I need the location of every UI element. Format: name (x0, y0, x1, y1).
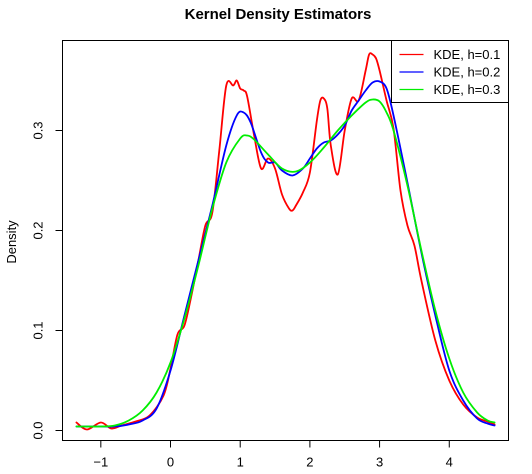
legend-label: KDE, h=0.2 (434, 65, 501, 80)
legend-label: KDE, h=0.1 (434, 47, 501, 62)
x-tick-label: 3 (376, 455, 383, 470)
series-line-h1 (75, 52, 496, 431)
x-tick-label: 2 (306, 455, 313, 470)
plot-frame (62, 40, 509, 441)
y-tick-label: 0.1 (31, 321, 46, 339)
y-tick-label: 0.2 (31, 221, 46, 239)
y-axis-label: Density (4, 220, 19, 264)
x-tick-label: 4 (446, 455, 453, 470)
y-axis: 0.0 0.1 0.2 0.3 (31, 121, 63, 440)
chart-title: Kernel Density Estimators (185, 6, 372, 23)
y-tick-label: 0.0 (31, 421, 46, 439)
x-tick-label: −1 (93, 455, 108, 470)
series-line-h3 (75, 98, 496, 428)
series-layer (75, 52, 496, 431)
y-tick-label: 0.3 (31, 121, 46, 139)
series-line-h2 (75, 80, 496, 428)
x-axis: −1 0 1 2 3 4 (93, 440, 453, 470)
x-tick-label: 0 (167, 455, 174, 470)
legend: KDE, h=0.1 KDE, h=0.2 KDE, h=0.3 (391, 40, 509, 103)
x-tick-label: 1 (237, 455, 244, 470)
legend-label: KDE, h=0.3 (434, 82, 501, 97)
